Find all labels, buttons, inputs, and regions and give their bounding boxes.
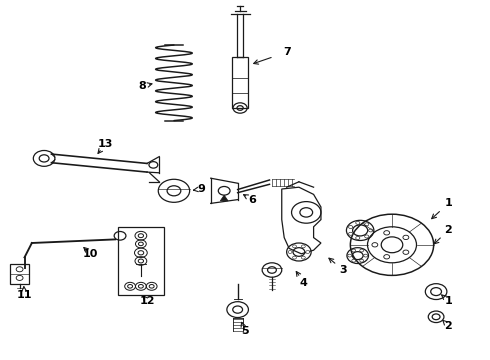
Text: 2: 2 xyxy=(444,321,452,331)
Bar xyxy=(10,264,29,284)
Text: 1: 1 xyxy=(444,198,452,208)
Polygon shape xyxy=(220,195,228,201)
Bar xyxy=(118,227,164,295)
Text: 10: 10 xyxy=(83,249,98,259)
Circle shape xyxy=(348,232,353,235)
Circle shape xyxy=(360,249,364,252)
Circle shape xyxy=(352,259,356,262)
Circle shape xyxy=(365,235,369,238)
Circle shape xyxy=(288,251,292,253)
Circle shape xyxy=(348,225,353,229)
Circle shape xyxy=(348,254,352,257)
Text: 4: 4 xyxy=(300,278,308,288)
Text: 7: 7 xyxy=(283,47,291,57)
Text: 1: 1 xyxy=(444,296,452,306)
Circle shape xyxy=(301,256,305,259)
Text: 13: 13 xyxy=(98,139,113,149)
Text: 11: 11 xyxy=(17,290,32,300)
Text: 9: 9 xyxy=(197,184,205,194)
Circle shape xyxy=(368,229,373,232)
Text: 6: 6 xyxy=(248,195,256,205)
Text: 3: 3 xyxy=(339,265,347,275)
Circle shape xyxy=(360,259,364,262)
Circle shape xyxy=(293,245,296,248)
Circle shape xyxy=(356,221,360,224)
Text: 8: 8 xyxy=(138,81,146,91)
Circle shape xyxy=(293,256,296,259)
Circle shape xyxy=(364,254,368,257)
Text: 2: 2 xyxy=(444,225,452,235)
Circle shape xyxy=(352,249,356,252)
Circle shape xyxy=(306,251,310,253)
Bar xyxy=(232,58,248,108)
Text: 12: 12 xyxy=(139,296,155,306)
Text: 5: 5 xyxy=(241,326,249,336)
Circle shape xyxy=(356,237,360,239)
Circle shape xyxy=(365,223,369,226)
Circle shape xyxy=(301,245,305,248)
